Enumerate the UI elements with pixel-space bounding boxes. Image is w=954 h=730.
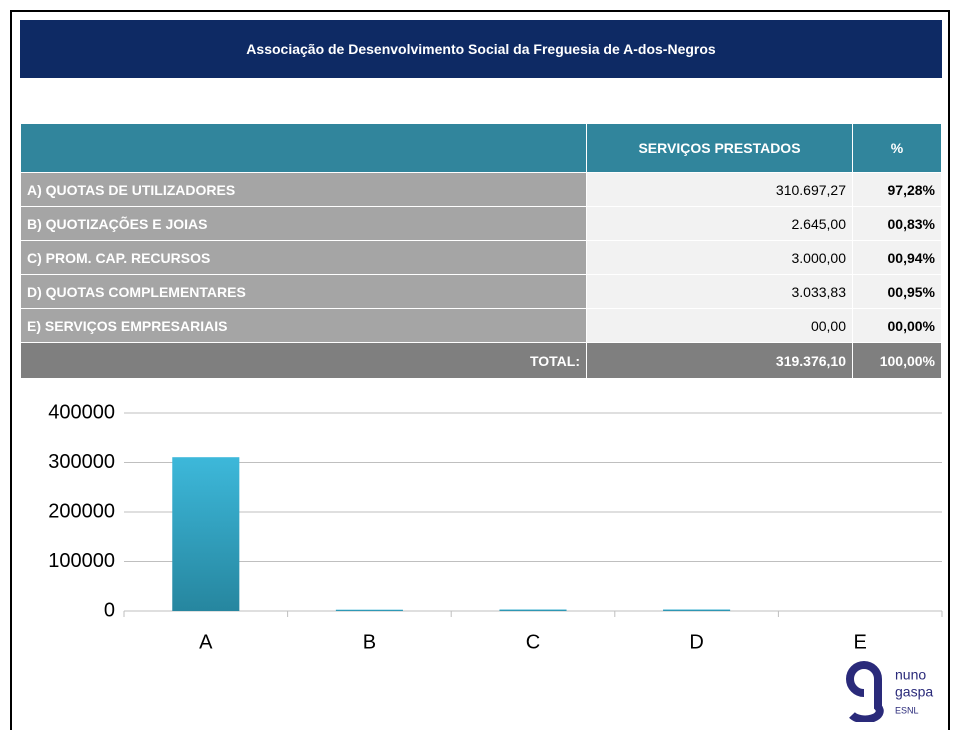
column-header: SERVIÇOS PRESTADOS [586,123,853,173]
slide-frame [10,10,950,730]
total-row: TOTAL: 319.376,10 100,00% [20,342,942,379]
total-value: 319.376,10 [586,342,853,379]
row-label: D) QUOTAS COMPLEMENTARES [20,274,587,309]
table-row: A) QUOTAS DE UTILIZADORES 310.697,27 97,28… [20,172,942,207]
row-value: 3.033,83 [586,274,853,309]
x-tick-label: B [363,631,376,653]
row-percent: 00,94% [852,240,942,275]
row-value: 2.645,00 [586,206,853,241]
bar [663,609,731,611]
bar [172,457,240,611]
logo-mark [846,661,884,722]
y-tick-label: 200000 [48,500,115,522]
y-tick-label: 0 [104,599,115,621]
total-label: TOTAL: [20,342,587,379]
row-value: 310.697,27 [586,172,853,207]
y-tick-label: 300000 [48,451,115,473]
row-percent: 00,83% [852,206,942,241]
logo-text: ESNL [895,705,919,715]
column-header: % [852,123,942,173]
row-value: 3.000,00 [586,240,853,275]
y-tick-label: 400000 [48,401,115,423]
x-tick-label: E [854,631,867,653]
table-row: E) SERVIÇOS EMPRESARIAIS 00,00 00,00% [20,308,942,343]
row-percent: 00,00% [852,308,942,343]
bar [499,609,567,611]
x-tick-label: A [199,631,213,653]
row-label: A) QUOTAS DE UTILIZADORES [20,172,587,207]
corner-cell [20,123,587,173]
row-label: E) SERVIÇOS EMPRESARIAIS [20,308,587,343]
logo-text: nuno [895,667,926,683]
table-row: C) PROM. CAP. RECURSOS 3.000,00 00,94% [20,240,942,275]
logo-text: gaspa [895,684,933,700]
row-label: C) PROM. CAP. RECURSOS [20,240,587,275]
x-tick-label: D [689,631,703,653]
header-row: SERVIÇOS PRESTADOS % [20,123,942,173]
bar [335,609,403,611]
total-percent: 100,00% [852,342,942,379]
row-percent: 97,28% [852,172,942,207]
row-label: B) QUOTIZAÇÕES E JOIAS [20,206,587,241]
y-tick-label: 100000 [48,550,115,572]
table-row: D) QUOTAS COMPLEMENTARES 3.033,83 00,95% [20,274,942,309]
table-row: B) QUOTIZAÇÕES E JOIAS 2.645,00 00,83% [20,206,942,241]
header-title: Associação de Desenvolvimento Social da … [20,20,942,78]
row-value: 00,00 [586,308,853,343]
table: SERVIÇOS PRESTADOS % A) QUOTAS DE UTILIZ… [20,123,942,379]
x-tick-label: C [526,631,540,653]
